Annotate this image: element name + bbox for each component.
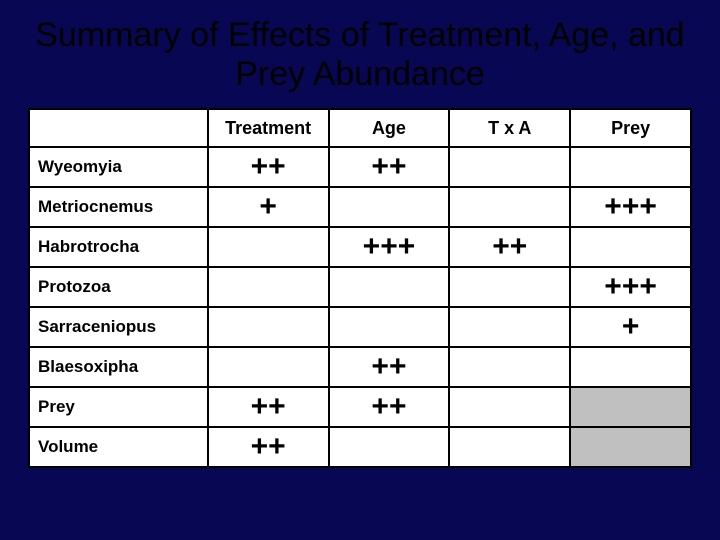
table-cell xyxy=(449,307,570,347)
row-header: Habrotrocha xyxy=(29,227,208,267)
table-cell xyxy=(570,147,691,187)
row-header: Sarraceniopus xyxy=(29,307,208,347)
table-cell xyxy=(208,307,329,347)
row-header: Protozoa xyxy=(29,267,208,307)
table-row: Habrotrocha +++++ xyxy=(29,227,691,267)
row-header: Metriocnemus xyxy=(29,187,208,227)
table-cell xyxy=(329,187,450,227)
table-corner-cell xyxy=(29,109,208,147)
table-cell xyxy=(208,227,329,267)
col-header: Age xyxy=(329,109,450,147)
table-cell xyxy=(570,387,691,427)
table-cell: + xyxy=(570,307,691,347)
table-cell xyxy=(329,307,450,347)
table-cell xyxy=(570,227,691,267)
table-header-row: Treatment Age T x A Prey xyxy=(29,109,691,147)
table-cell xyxy=(208,347,329,387)
col-header: T x A xyxy=(449,109,570,147)
table-cell xyxy=(449,387,570,427)
effects-table: Treatment Age T x A Prey Wyeomyia++++Met… xyxy=(28,108,692,468)
table-row: Metriocnemus++++ xyxy=(29,187,691,227)
table-cell: +++ xyxy=(329,227,450,267)
table-cell: ++ xyxy=(208,427,329,467)
slide: Summary of Effects of Treatment, Age, an… xyxy=(0,0,720,540)
table-cell xyxy=(329,427,450,467)
table-row: Wyeomyia++++ xyxy=(29,147,691,187)
table-cell xyxy=(449,187,570,227)
table-cell: ++ xyxy=(329,347,450,387)
row-header: Prey xyxy=(29,387,208,427)
table-cell xyxy=(570,347,691,387)
table-cell xyxy=(208,267,329,307)
row-header: Blaesoxipha xyxy=(29,347,208,387)
table-row: Protozoa +++ xyxy=(29,267,691,307)
table-cell xyxy=(570,427,691,467)
table-cell: +++ xyxy=(570,267,691,307)
table-cell xyxy=(449,347,570,387)
table-cell: ++ xyxy=(329,147,450,187)
row-header: Volume xyxy=(29,427,208,467)
table-cell xyxy=(449,147,570,187)
table-row: Prey++++ xyxy=(29,387,691,427)
table-row: Blaesoxipha ++ xyxy=(29,347,691,387)
col-header: Treatment xyxy=(208,109,329,147)
row-header: Wyeomyia xyxy=(29,147,208,187)
table-cell xyxy=(329,267,450,307)
table-row: Sarraceniopus + xyxy=(29,307,691,347)
table-cell: ++ xyxy=(329,387,450,427)
table-cell xyxy=(449,427,570,467)
table-cell: + xyxy=(208,187,329,227)
col-header: Prey xyxy=(570,109,691,147)
table-row: Volume++ xyxy=(29,427,691,467)
table-cell: +++ xyxy=(570,187,691,227)
table-cell: ++ xyxy=(449,227,570,267)
table-cell: ++ xyxy=(208,147,329,187)
slide-title: Summary of Effects of Treatment, Age, an… xyxy=(28,16,692,94)
table-cell xyxy=(449,267,570,307)
table-body: Wyeomyia++++Metriocnemus++++Habrotrocha+… xyxy=(29,147,691,467)
table-cell: ++ xyxy=(208,387,329,427)
